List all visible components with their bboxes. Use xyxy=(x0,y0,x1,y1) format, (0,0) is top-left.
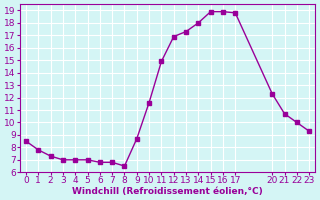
X-axis label: Windchill (Refroidissement éolien,°C): Windchill (Refroidissement éolien,°C) xyxy=(72,187,263,196)
